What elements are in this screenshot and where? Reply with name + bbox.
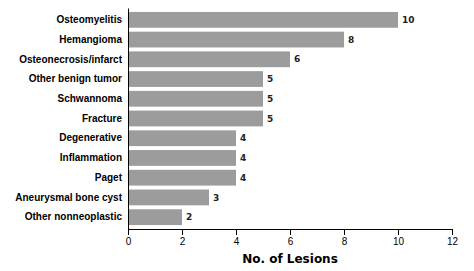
axis-line — [129, 230, 453, 236]
tick: Aneurysmal bone cyst — [15, 192, 122, 203]
tick-label: Inflammation — [60, 152, 122, 163]
data-label: 3 — [213, 193, 219, 203]
tick: Hemangioma — [59, 34, 122, 45]
bars — [128, 12, 398, 225]
tick: 2 — [180, 229, 186, 247]
bar — [128, 71, 263, 87]
tick-label: Paget — [95, 172, 123, 183]
tick-label: Osteonecrosis/infarct — [19, 54, 122, 65]
bar — [128, 91, 263, 107]
tick-label: Other nonneoplastic — [25, 211, 123, 222]
tick: 0 — [126, 229, 132, 247]
x-axis: 0 2 4 6 8 10 12 — [126, 229, 459, 247]
tick: 10 — [393, 229, 405, 247]
tick-mark — [236, 229, 237, 235]
tick-label: 6 — [288, 236, 294, 247]
data-label: 4 — [240, 173, 246, 183]
data-label: 10 — [402, 15, 415, 25]
bar — [128, 190, 209, 206]
tick: Inflammation — [60, 152, 122, 163]
y-axis: Other nonneoplastic Aneurysmal bone cyst P… — [15, 9, 128, 230]
tick-mark — [344, 229, 345, 235]
tick-label: 2 — [180, 236, 186, 247]
tick-mark — [128, 229, 129, 235]
axis-line — [128, 9, 129, 230]
tick: 8 — [342, 229, 348, 247]
tick-label: 12 — [447, 236, 459, 247]
data-label: 6 — [294, 54, 300, 64]
tick-label: Degenerative — [59, 132, 122, 143]
tick: Degenerative — [59, 132, 122, 143]
tick-mark — [452, 229, 453, 235]
bar — [128, 51, 290, 67]
tick: Osteonecrosis/infarct — [19, 54, 122, 65]
tick-label: Osteomyelitis — [56, 14, 122, 25]
bar — [128, 170, 236, 186]
tick-mark — [398, 229, 399, 235]
tick-mark — [182, 229, 183, 235]
tick: Paget — [95, 172, 123, 183]
tick-label: 4 — [234, 236, 240, 247]
data-label: 2 — [186, 212, 192, 222]
tick-label: Schwannoma — [58, 93, 123, 104]
tick-label: 8 — [342, 236, 348, 247]
data-label: 4 — [240, 153, 246, 163]
tick: Fracture — [82, 113, 122, 124]
data-label: 5 — [267, 94, 273, 104]
tick-label: Other benign tumor — [29, 73, 122, 84]
bar — [128, 32, 344, 48]
bar — [128, 130, 236, 146]
bar — [128, 12, 398, 28]
tick: Other nonneoplastic — [25, 211, 123, 222]
tick-label: Hemangioma — [59, 34, 122, 45]
data-label: 5 — [267, 74, 273, 84]
data-label: 4 — [240, 133, 246, 143]
tick: Other benign tumor — [29, 73, 122, 84]
tick: 6 — [288, 229, 294, 247]
bar — [128, 209, 182, 225]
tick-label: Aneurysmal bone cyst — [15, 192, 122, 203]
data-label: 5 — [267, 114, 273, 124]
tick-mark — [290, 229, 291, 235]
tick: 4 — [234, 229, 240, 247]
x-axis-title: No. of Lesions — [242, 252, 338, 266]
chart: 0 2 4 6 8 10 12 Other nonneoplastic Aneurysmal b… — [0, 0, 474, 271]
bar — [128, 111, 263, 127]
tick: Schwannoma — [58, 93, 123, 104]
plot: 0 2 4 6 8 10 12 Other nonneoplastic Aneurysmal b… — [15, 9, 458, 267]
tick-label: Fracture — [82, 113, 122, 124]
data-label: 8 — [348, 35, 354, 45]
bar — [128, 150, 236, 166]
tick: Osteomyelitis — [56, 14, 122, 25]
tick: 12 — [447, 229, 459, 247]
tick-label: 10 — [393, 236, 405, 247]
data-labels: 2 3 4 4 4 5 5 5 6 8 10 — [186, 15, 415, 222]
tick-label: 0 — [126, 236, 132, 247]
